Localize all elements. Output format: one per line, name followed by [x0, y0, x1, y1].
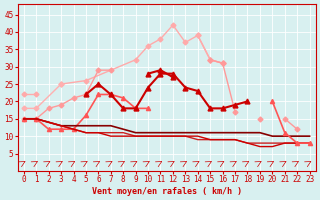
- X-axis label: Vent moyen/en rafales ( km/h ): Vent moyen/en rafales ( km/h ): [92, 187, 242, 196]
